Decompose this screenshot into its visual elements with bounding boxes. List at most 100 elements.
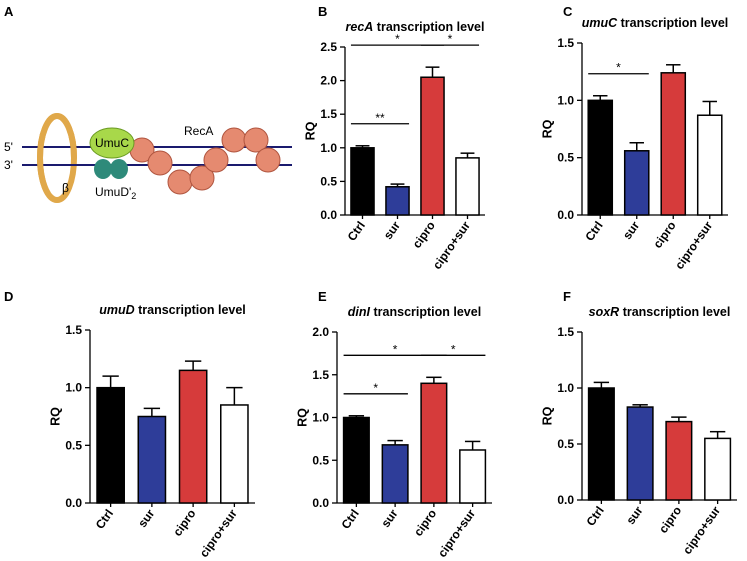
- title-gene: umuD: [99, 303, 134, 317]
- y-tick-label: 1.5: [65, 323, 82, 337]
- bar: [420, 382, 448, 504]
- panel-label: B: [318, 4, 327, 19]
- title-gene: dinI: [348, 305, 371, 319]
- bar: [623, 150, 650, 216]
- x-tick-label: cipro+sur: [197, 506, 240, 559]
- diagram: A UmuC 5' 3' UmuD'2 RecA β: [4, 4, 292, 203]
- bar: [137, 415, 167, 504]
- title-text: transcription level: [374, 305, 482, 319]
- y-tick-label: 0.0: [557, 493, 574, 507]
- umud-subunit: [110, 159, 128, 179]
- y-tick-label: 0.5: [312, 453, 329, 467]
- x-tick-label: sur: [620, 218, 642, 242]
- bar: [350, 147, 375, 216]
- beta-clamp-front: [37, 113, 77, 203]
- y-tick-label: 1.0: [320, 141, 337, 155]
- y-tick-label: 0.0: [557, 208, 574, 222]
- bar: [665, 420, 693, 501]
- umuc-label: UmuC: [95, 136, 129, 150]
- y-tick-label: 1.0: [557, 93, 574, 107]
- reca-label: RecA: [184, 124, 213, 138]
- x-tick-label: cipro: [411, 507, 439, 539]
- y-tick-label: 0.0: [320, 208, 337, 222]
- strand-label: 3': [4, 158, 13, 172]
- y-axis-label: RQ: [540, 119, 554, 138]
- y-tick-label: 0.0: [312, 496, 329, 510]
- bar: [420, 76, 445, 216]
- y-axis-label: RQ: [295, 408, 309, 427]
- y-tick-label: 1.5: [557, 325, 574, 339]
- y-tick-label: 1.5: [557, 36, 574, 50]
- panel-label: C: [563, 4, 573, 19]
- significance-label: *: [616, 61, 621, 75]
- chart-title: soxR transcription level: [589, 305, 731, 319]
- y-tick-label: 1.0: [65, 381, 82, 395]
- umuc-protein: [89, 127, 135, 159]
- x-tick-label: Ctrl: [584, 504, 607, 529]
- chart-title: recA transcription level: [346, 20, 485, 34]
- x-tick-label: Ctrl: [582, 219, 605, 244]
- bar: [342, 416, 370, 504]
- y-tick-label: 1.5: [320, 107, 337, 121]
- bar: [696, 114, 723, 216]
- x-tick-label: cipro: [650, 219, 678, 251]
- strand-label: 5': [4, 140, 13, 154]
- x-tick-label: sur: [623, 503, 645, 527]
- y-tick-label: 2.0: [320, 74, 337, 88]
- x-tick-label: cipro: [656, 504, 684, 536]
- chart-title: umuD transcription level: [99, 303, 246, 317]
- umud-subunit: [94, 159, 112, 179]
- y-tick-label: 2.5: [320, 40, 337, 54]
- title-gene: soxR: [589, 305, 620, 319]
- panel-label: E: [318, 289, 327, 304]
- significance-label: *: [451, 342, 456, 356]
- umud-label: UmuD'2: [95, 185, 136, 201]
- x-tick-label: cipro: [410, 219, 438, 251]
- title-gene: umuC: [582, 16, 618, 30]
- reca-filament: [129, 127, 281, 195]
- y-tick-label: 0.5: [65, 438, 82, 452]
- bar: [626, 406, 654, 501]
- x-tick-label: Ctrl: [339, 507, 362, 532]
- bar: [660, 72, 687, 216]
- title-text: transcription level: [621, 16, 729, 30]
- significance-label: *: [395, 32, 400, 46]
- panel-label: F: [563, 289, 571, 304]
- bar: [587, 387, 615, 501]
- y-tick-label: 0.5: [557, 437, 574, 451]
- umud-text: UmuD': [95, 185, 131, 199]
- y-tick-label: 0.0: [65, 496, 82, 510]
- bar: [459, 449, 487, 504]
- y-tick-label: 1.5: [312, 368, 329, 382]
- x-tick-label: cipro+sur: [435, 506, 478, 559]
- bar: [220, 404, 249, 504]
- x-tick-label: sur: [381, 218, 403, 242]
- chart-title: dinI transcription level: [348, 305, 481, 319]
- significance-label: **: [375, 111, 385, 125]
- significance-label: *: [448, 32, 453, 46]
- panel-label: D: [4, 289, 13, 304]
- y-axis-label: RQ: [540, 406, 554, 425]
- y-axis-label: RQ: [48, 407, 62, 426]
- x-tick-label: sur: [135, 506, 157, 530]
- x-tick-label: Ctrl: [345, 219, 368, 244]
- title-gene: recA: [346, 20, 374, 34]
- bar: [178, 369, 208, 504]
- bar: [455, 157, 480, 216]
- significance-label: *: [393, 342, 398, 356]
- y-tick-label: 0.5: [557, 151, 574, 165]
- x-tick-label: cipro: [170, 507, 198, 539]
- x-tick-label: sur: [378, 506, 400, 530]
- bar: [587, 99, 614, 216]
- chart-title: umuC transcription level: [582, 16, 729, 30]
- y-tick-label: 1.0: [312, 411, 329, 425]
- bar: [385, 186, 410, 216]
- y-tick-label: 2.0: [312, 325, 329, 339]
- bar: [381, 444, 409, 504]
- title-text: transcription level: [377, 20, 485, 34]
